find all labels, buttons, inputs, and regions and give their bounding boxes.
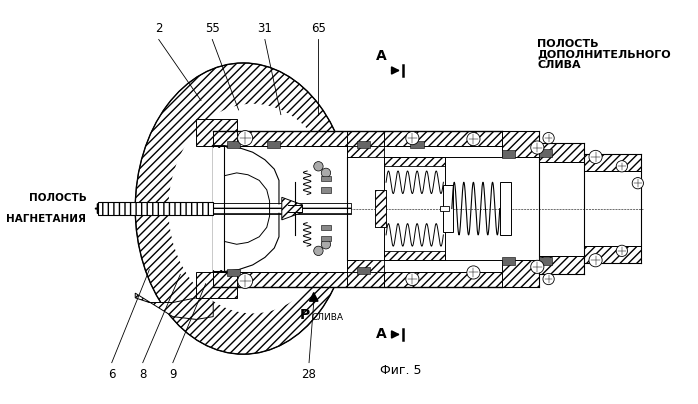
Circle shape [632,178,644,189]
Ellipse shape [135,63,351,354]
Polygon shape [135,293,213,320]
Circle shape [589,150,602,164]
Bar [213,147,347,269]
Bar [98,202,213,215]
Bar [267,141,280,148]
Polygon shape [502,260,539,286]
Bar [443,185,453,232]
Polygon shape [347,145,384,157]
Circle shape [616,161,628,172]
Bar [502,257,514,265]
Polygon shape [213,213,279,271]
Bar [539,149,552,157]
Circle shape [616,245,628,257]
Polygon shape [196,271,237,298]
Text: 28: 28 [302,368,316,381]
Polygon shape [213,130,237,145]
Bar [357,267,370,274]
Bar [321,176,331,181]
Circle shape [543,274,554,285]
Text: Фиг. 5: Фиг. 5 [380,364,422,377]
Text: ДОПОЛНИТЕЛЬНОГО: ДОПОЛНИТЕЛЬНОГО [537,50,671,60]
Text: СЛИВА: СЛИВА [537,60,581,70]
Text: Р: Р [299,308,310,322]
Circle shape [321,240,331,249]
Polygon shape [539,143,584,162]
Polygon shape [213,130,502,145]
Text: А: А [376,49,387,63]
Bar [502,157,539,260]
Bar [228,269,240,276]
Text: ПОЛОСТЬ: ПОЛОСТЬ [29,193,87,203]
Polygon shape [384,157,445,166]
Bar [321,225,331,230]
Polygon shape [213,271,502,286]
Polygon shape [502,130,539,157]
Polygon shape [213,145,279,204]
Text: 31: 31 [258,22,272,35]
Text: 8: 8 [139,368,147,381]
Polygon shape [196,119,237,145]
Text: СЛИВА: СЛИВА [312,313,344,322]
Ellipse shape [168,104,337,314]
Circle shape [530,260,544,274]
Circle shape [543,133,554,144]
Bar [539,162,584,256]
Circle shape [406,132,419,145]
Circle shape [237,274,253,288]
Polygon shape [539,256,584,274]
Bar [228,141,240,148]
Text: 2: 2 [155,22,163,35]
Circle shape [406,272,419,286]
Circle shape [313,162,323,171]
Polygon shape [584,154,641,171]
Bar [502,150,514,158]
Polygon shape [584,246,641,263]
Bar [584,171,641,246]
Circle shape [467,133,480,145]
Polygon shape [282,197,302,220]
Bar [440,206,449,211]
Text: 9: 9 [169,368,177,381]
Text: ПОЛОСТЬ: ПОЛОСТЬ [537,40,599,49]
Bar [500,182,511,235]
Bar [539,257,552,265]
Polygon shape [384,251,445,260]
Text: 55: 55 [205,22,220,35]
Text: 65: 65 [311,22,326,35]
Bar [321,187,331,193]
Circle shape [530,141,544,154]
Bar [410,141,424,148]
Text: 6: 6 [108,368,115,381]
Circle shape [237,130,253,145]
Bar [213,145,502,271]
Circle shape [467,266,480,279]
Circle shape [589,254,602,267]
Polygon shape [375,190,386,227]
Bar [321,236,331,242]
Polygon shape [213,271,237,286]
Bar [140,203,351,214]
Circle shape [321,168,331,178]
Bar [357,141,370,148]
Text: НАГНЕТАНИЯ: НАГНЕТАНИЯ [6,214,87,224]
Text: А: А [376,327,387,341]
Polygon shape [347,260,384,271]
Bar [375,190,386,227]
Circle shape [313,246,323,256]
